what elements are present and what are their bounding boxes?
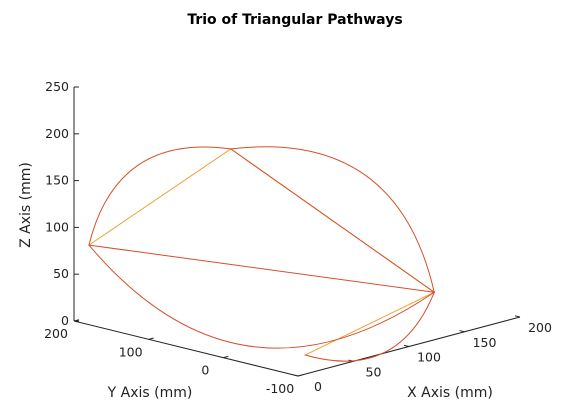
x-tick-mark	[292, 374, 299, 377]
z-tick-label: 100	[45, 219, 69, 234]
y-tick-mark	[148, 337, 154, 340]
series-2-segment-4	[230, 146, 435, 293]
x-tick-label: 200	[528, 320, 552, 335]
x-tick-label: 100	[417, 350, 441, 365]
y-tick-label: 0	[201, 363, 209, 378]
series-2-segment-3	[88, 146, 232, 246]
z-tick-label: 200	[45, 126, 69, 141]
z-tick-label: 250	[45, 79, 69, 94]
y-tick-mark	[73, 319, 80, 322]
series-2-segment-2	[88, 244, 435, 293]
axes	[73, 87, 521, 377]
x-tick-label: 50	[366, 364, 382, 379]
x-tick-mark	[514, 315, 521, 318]
series-2-segment-6	[304, 291, 435, 362]
y-tick-label: 100	[119, 344, 143, 359]
x-tick-mark	[459, 330, 465, 333]
series-1-segment-3	[304, 291, 435, 356]
series-2-segment-5	[88, 244, 435, 349]
x-tick-mark	[403, 344, 410, 347]
y-tick-label: -100	[266, 381, 294, 396]
z-tick-label: 0	[61, 313, 69, 328]
y-axis-label: Y Axis (mm)	[107, 385, 193, 401]
y-tick-mark	[297, 374, 304, 377]
y-tick-mark	[223, 355, 229, 359]
z-tick-label: 50	[53, 266, 69, 281]
z-tick-label: 150	[45, 173, 69, 188]
series-layer	[88, 146, 435, 362]
series-2-segment-1	[230, 148, 435, 293]
y-axis-line	[73, 320, 299, 377]
z-axis-label: Z Axis (mm)	[18, 162, 34, 248]
series-1-segment-1	[88, 148, 232, 246]
chart-title: Trio of Triangular Pathways	[187, 12, 402, 28]
x-tick-label: 0	[314, 379, 322, 394]
y-tick-label: 200	[44, 326, 68, 341]
x-axis-label: X Axis (mm)	[407, 385, 493, 401]
x-tick-label: 150	[473, 335, 497, 350]
